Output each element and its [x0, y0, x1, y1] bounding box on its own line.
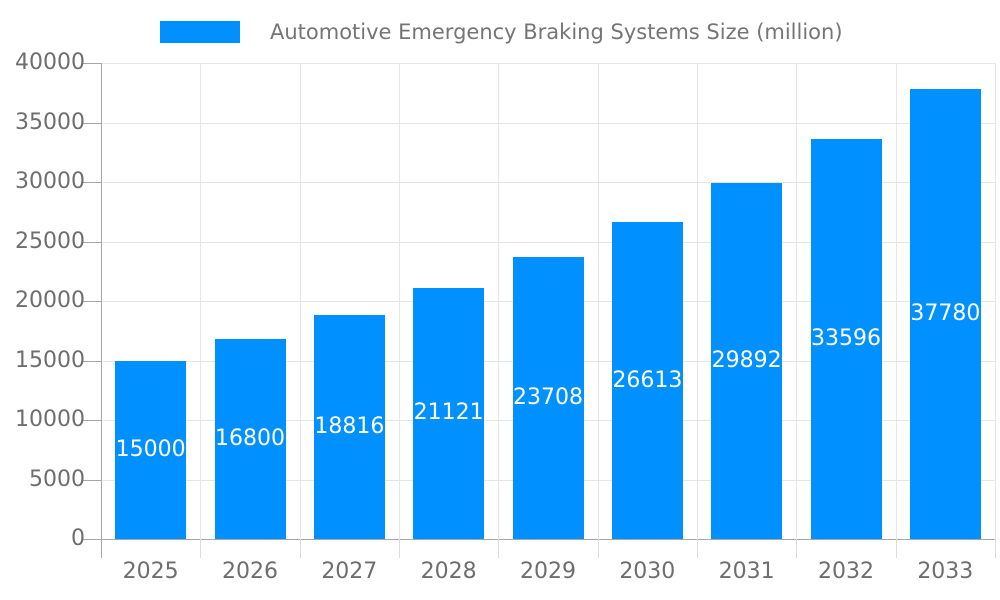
gridline-vertical: [895, 63, 897, 539]
y-axis-tick: [83, 63, 101, 64]
gridline-vertical: [697, 63, 698, 539]
y-axis-tick: [83, 241, 101, 243]
bar-2027[interactable]: [313, 315, 385, 539]
legend-label: Automotive Emergency Braking Systems Siz…: [270, 20, 843, 44]
gridline-horizontal: [101, 63, 995, 64]
x-axis-label: 2032: [817, 559, 874, 584]
x-axis-line: [101, 539, 995, 540]
x-axis-label: 2033: [917, 559, 974, 584]
x-axis-tick: [498, 539, 500, 558]
x-axis-tick: [200, 539, 202, 558]
x-axis-label: 2029: [519, 559, 576, 584]
y-axis-line: [101, 63, 102, 558]
x-axis-label: 2025: [122, 559, 179, 584]
gridline-vertical: [299, 63, 301, 539]
x-axis-tick: [399, 539, 400, 558]
bar-2032[interactable]: [810, 139, 882, 539]
y-axis-tick: [83, 301, 101, 302]
y-axis-label: 30000: [15, 169, 85, 194]
x-axis-label: 2027: [321, 559, 378, 584]
x-axis-tick: [697, 539, 698, 558]
bar-2026[interactable]: [214, 339, 286, 539]
bar-2033[interactable]: [909, 89, 981, 539]
x-axis-label: 2028: [420, 559, 477, 584]
gridline-vertical: [200, 63, 202, 539]
y-axis-label: 0: [71, 526, 85, 551]
y-axis-tick: [83, 420, 101, 421]
x-axis-tick: [299, 539, 301, 558]
gridline-vertical: [995, 63, 996, 539]
y-axis-label: 35000: [15, 109, 85, 135]
x-axis-label: 2030: [619, 559, 676, 584]
x-axis-label: 2031: [718, 559, 775, 584]
chart-legend[interactable]: Automotive Emergency Braking Systems Siz…: [160, 15, 843, 49]
x-axis-tick: [597, 539, 599, 558]
x-axis-tick: [796, 539, 798, 558]
y-axis-tick: [83, 539, 101, 540]
y-axis-tick: [83, 360, 101, 362]
gridline-horizontal: [101, 241, 995, 243]
y-axis-tick: [83, 479, 101, 481]
bar-2028[interactable]: [413, 287, 485, 539]
x-axis-tick: [895, 539, 897, 558]
x-axis-tick: [995, 539, 996, 558]
bar-2029[interactable]: [512, 256, 584, 539]
gridline-vertical: [597, 63, 599, 539]
legend-swatch: [160, 21, 240, 43]
gridline-vertical: [399, 63, 400, 539]
bar-2025[interactable]: [115, 360, 187, 539]
gridline-vertical: [796, 63, 798, 539]
bar-2031[interactable]: [711, 183, 783, 539]
gridline-vertical: [498, 63, 500, 539]
y-axis-tick: [83, 182, 101, 183]
y-axis-tick: [83, 122, 101, 124]
y-axis-label: 25000: [15, 228, 85, 254]
gridline-horizontal: [101, 122, 995, 124]
y-axis-label: 5000: [29, 466, 85, 492]
y-axis-label: 10000: [15, 407, 85, 432]
y-axis-label: 20000: [15, 288, 85, 313]
gridline-horizontal: [101, 182, 995, 183]
bar-2030[interactable]: [611, 222, 683, 539]
y-axis-label: 15000: [15, 347, 85, 373]
y-axis-label: 40000: [15, 50, 85, 75]
x-axis-label: 2026: [221, 559, 278, 584]
